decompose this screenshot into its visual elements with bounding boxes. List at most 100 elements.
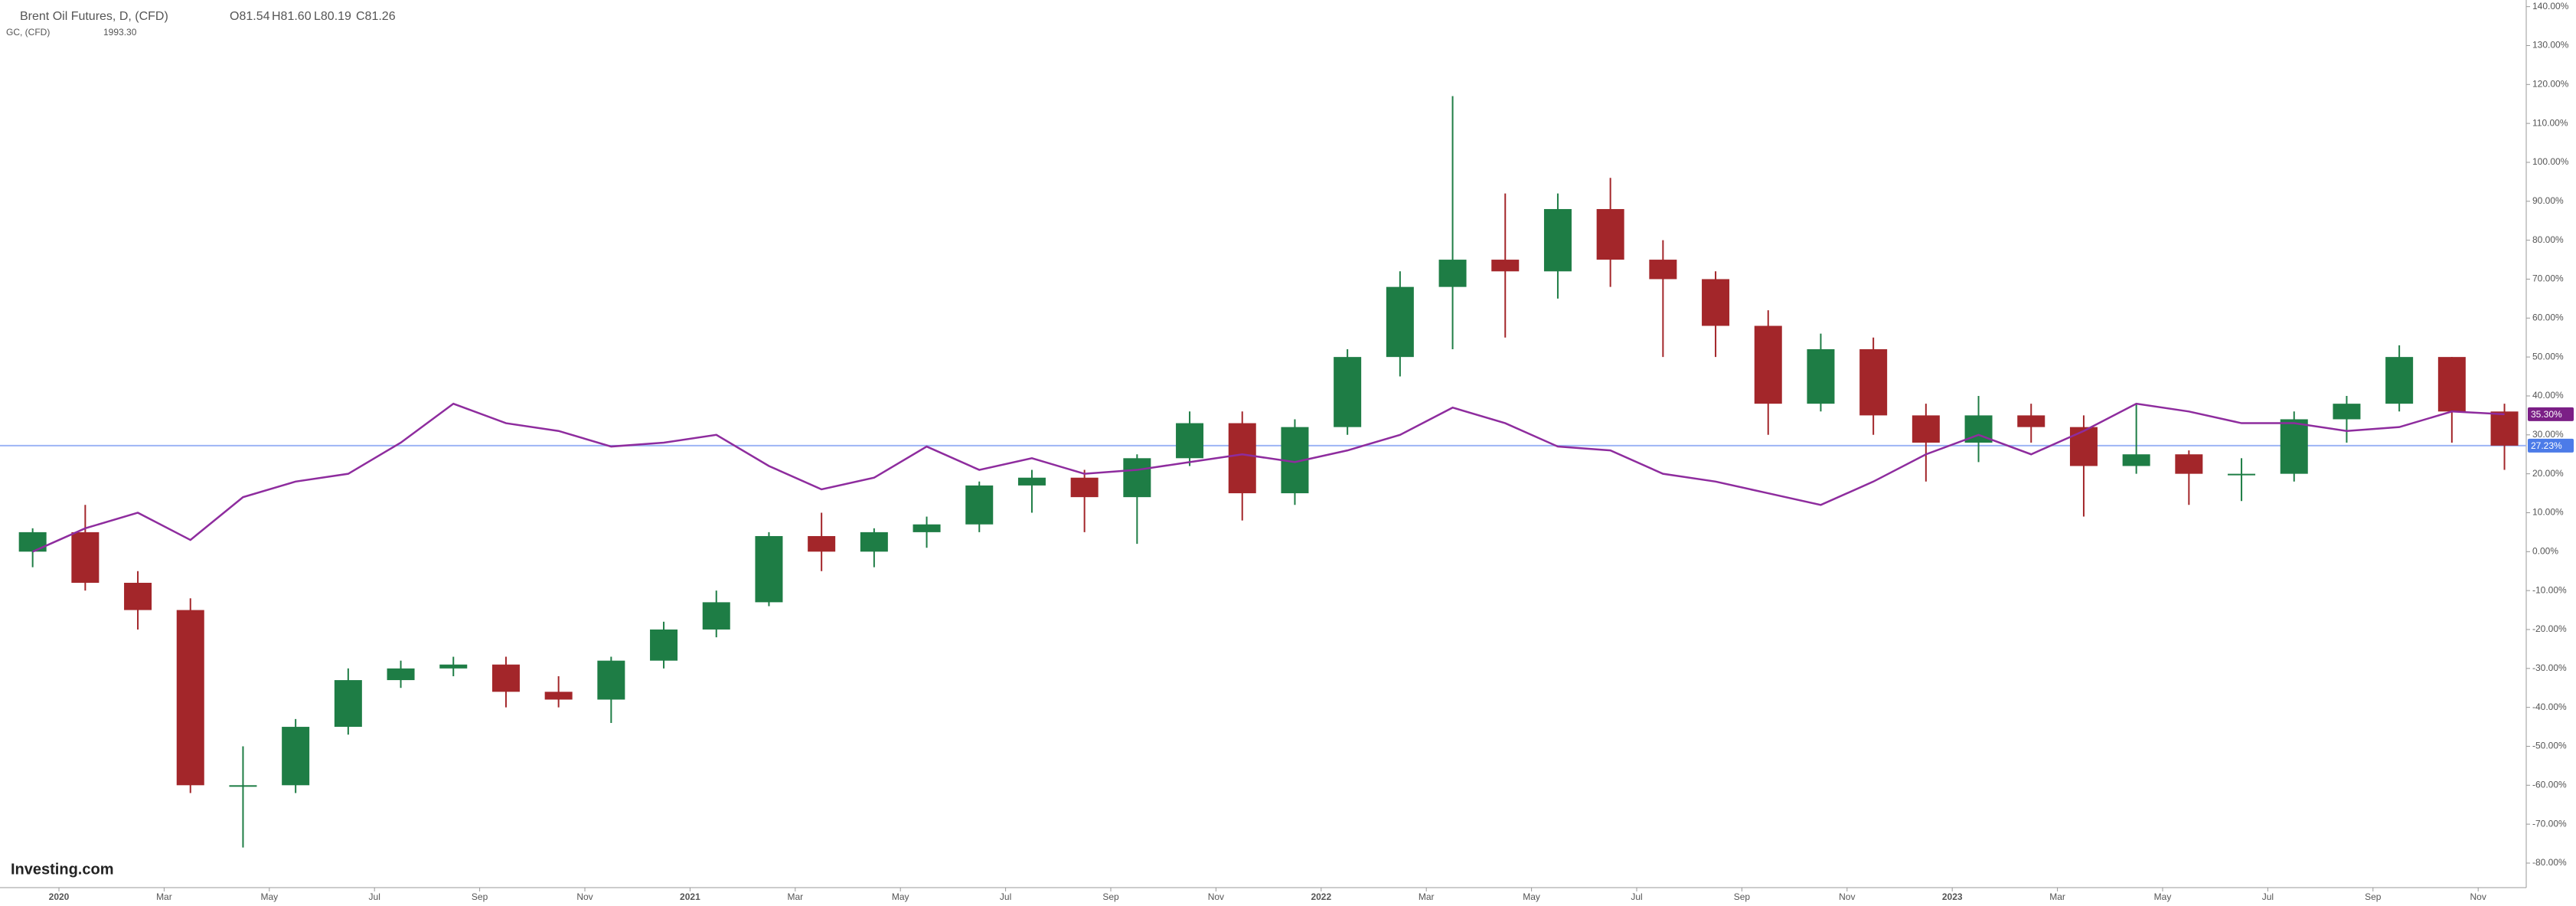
candle-body [387,668,415,681]
candle-body [71,531,100,583]
x-tick-label: Sep [2365,891,2382,902]
y-tick-label: -60.00% [2532,779,2567,790]
candle-body [2017,415,2045,427]
x-tick-label: Jul [1631,891,1642,902]
x-tick-label: Sep [1734,891,1751,902]
x-tick-label: 2020 [49,891,70,902]
y-tick-label: 60.00% [2532,312,2564,322]
candle-body [913,524,941,532]
candle-body [1649,260,1677,280]
candle-body [808,535,836,552]
candle-body [2490,411,2519,446]
candle-body [124,582,152,610]
gold-line [32,402,2505,553]
candle-body [334,680,362,728]
y-tick-label: -80.00% [2532,857,2567,868]
y-tick-label: -50.00% [2532,741,2567,751]
candle-body [860,531,888,552]
candle-body [282,727,310,786]
candle-body [1912,415,1940,443]
x-tick-label: 2021 [680,891,700,902]
candle-body [1859,348,1888,416]
ohlc-low: L80.19 [314,10,351,23]
candle-body [544,692,573,700]
x-tick-label: Mar [1419,891,1435,902]
candle-body [1543,208,1572,272]
x-tick-label: May [2154,891,2172,902]
y-tick-label: 110.00% [2532,117,2568,128]
x-tick-label: Nov [576,891,593,902]
ohlc-high: H81.60 [272,10,312,23]
candle-body [1386,286,1414,358]
value-badge [2528,438,2574,453]
y-tick-label: -20.00% [2532,623,2567,634]
x-tick-label: Sep [472,891,488,902]
candle-body [1017,477,1046,486]
x-tick-label: 2023 [1942,891,1963,902]
y-tick-label: 50.00% [2532,351,2564,361]
candle-body [1334,357,1362,427]
candle-body [1438,260,1467,287]
value-badge-label: 27.23% [2531,440,2562,451]
x-tick-label: Nov [2470,891,2486,902]
y-tick-label: 100.00% [2532,156,2569,167]
x-tick-label: 2022 [1311,891,1331,902]
candle-body [650,629,678,661]
candle-body [597,660,625,700]
value-badge-label: 35.30% [2531,409,2562,420]
y-tick-label: 90.00% [2532,195,2564,206]
x-tick-label: Nov [1208,891,1224,902]
y-tick-label: 10.00% [2532,507,2564,518]
candle-body [1070,477,1099,498]
series-legend: GC, (CFD) [6,27,50,38]
x-tick-label: May [892,891,909,902]
y-tick-label: -10.00% [2532,584,2567,595]
x-tick-label: Mar [156,891,172,902]
candle-body [1228,423,1256,494]
ohlc-open: O81.54 [230,10,270,23]
y-tick-label: 80.00% [2532,234,2564,245]
ohlc-close: C81.26 [356,10,396,23]
x-tick-label: Jul [2262,891,2274,902]
candle-body [2437,357,2466,412]
x-tick-label: Nov [1839,891,1855,902]
series-legend: Brent Oil Futures, D, (CFD) [20,10,168,23]
candle-body [1491,260,1520,272]
candle-body [2280,419,2308,474]
y-tick-label: 20.00% [2532,468,2564,479]
y-tick-label: -30.00% [2532,662,2567,673]
candle-body [1807,348,1835,404]
second-value: 1993.30 [103,27,137,38]
candle-body [1176,423,1204,459]
candle-body [755,535,783,603]
candle-body [2333,404,2361,420]
y-tick-label: -40.00% [2532,702,2567,712]
candle-body [702,602,730,630]
candle-body [2069,427,2098,466]
candle-body [18,531,47,552]
y-tick-label: 120.00% [2532,78,2569,89]
y-tick-label: 130.00% [2532,40,2569,51]
logo: Investing.com [11,861,113,878]
candle-body [2385,357,2414,404]
value-badge [2528,407,2574,421]
candle-body [439,664,468,669]
x-tick-label: Mar [787,891,803,902]
y-tick-label: -70.00% [2532,818,2567,829]
candle-body [1123,458,1151,498]
x-tick-label: Sep [1102,891,1119,902]
x-tick-label: May [260,891,278,902]
y-tick-label: 30.00% [2532,429,2564,440]
candle-body [491,664,520,692]
x-tick-label: Jul [369,891,380,902]
y-tick-label: 40.00% [2532,390,2564,401]
candle-body [229,785,257,787]
candle-body [2122,454,2150,466]
y-tick-label: 0.00% [2532,545,2558,556]
x-tick-label: Jul [1000,891,1011,902]
y-tick-label: 140.00% [2532,1,2569,11]
x-tick-label: May [1523,891,1540,902]
candle-body [2175,454,2203,474]
candle-body [176,610,204,786]
